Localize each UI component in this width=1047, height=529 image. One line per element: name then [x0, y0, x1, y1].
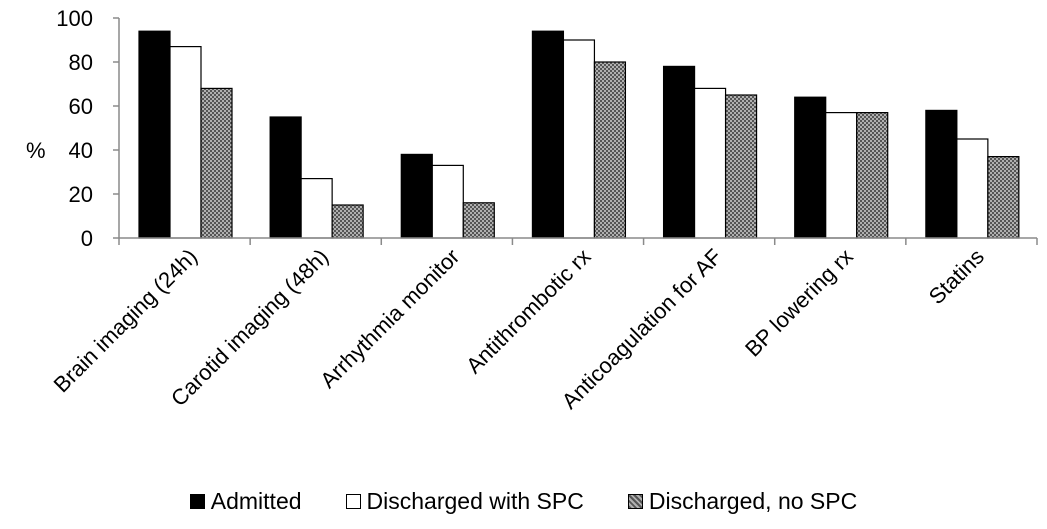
bar-3-7	[987, 156, 1020, 239]
legend-item-1: Admitted	[189, 488, 302, 515]
x-tick-label-3: Arrhythmia monitor	[315, 244, 464, 393]
x-tick-label-1: Brain imaging (24h)	[49, 244, 202, 397]
bar-3-3	[462, 202, 495, 239]
bar-3-6	[856, 111, 889, 239]
bar-2-2	[300, 178, 333, 239]
legend-item-2: Discharged with SPC	[345, 488, 584, 515]
bar-3-5	[724, 94, 758, 239]
bar-3-4	[593, 61, 627, 239]
bar-1-5	[662, 65, 696, 239]
bar-1-3	[400, 153, 433, 239]
bar-1-7	[925, 109, 958, 239]
x-tick-label-4: Antithrombotic rx	[461, 244, 595, 378]
bar-3-1	[200, 87, 233, 239]
y-tick-label: 20	[69, 182, 93, 207]
bar-2-1	[169, 45, 202, 239]
y-tick-label: 80	[69, 50, 93, 75]
legend-swatch-2	[345, 494, 361, 509]
bar-2-5	[693, 87, 727, 239]
y-tick-label: 0	[81, 226, 93, 251]
bars-group	[138, 30, 1020, 239]
bar-1-4	[531, 30, 565, 239]
bar-1-2	[269, 116, 302, 239]
legend-swatch-1	[189, 494, 205, 509]
legend-label-3: Discharged, no SPC	[648, 488, 858, 514]
bar-3-2	[331, 204, 364, 239]
y-axis-label: %	[26, 138, 46, 163]
y-tick-label: 60	[69, 94, 93, 119]
legend-item-3: Discharged, no SPC	[627, 488, 858, 515]
bar-1-6	[794, 96, 827, 239]
x-tick-label-6: BP lowering rx	[740, 244, 858, 362]
bar-1-1	[138, 30, 171, 239]
legend-label-1: Admitted	[210, 488, 302, 514]
legend-label-2: Discharged with SPC	[366, 488, 584, 514]
x-tick-label-7: Statins	[924, 244, 989, 309]
bar-2-3	[431, 164, 464, 239]
bar-2-7	[956, 138, 989, 239]
y-tick-label: 40	[69, 138, 93, 163]
legend-swatch-3	[627, 494, 643, 509]
y-tick-label: 100	[56, 6, 93, 31]
bar-2-4	[562, 39, 596, 239]
bar-2-6	[825, 111, 858, 239]
legend: Admitted Discharged with SPC Discharged, n…	[0, 488, 1047, 515]
